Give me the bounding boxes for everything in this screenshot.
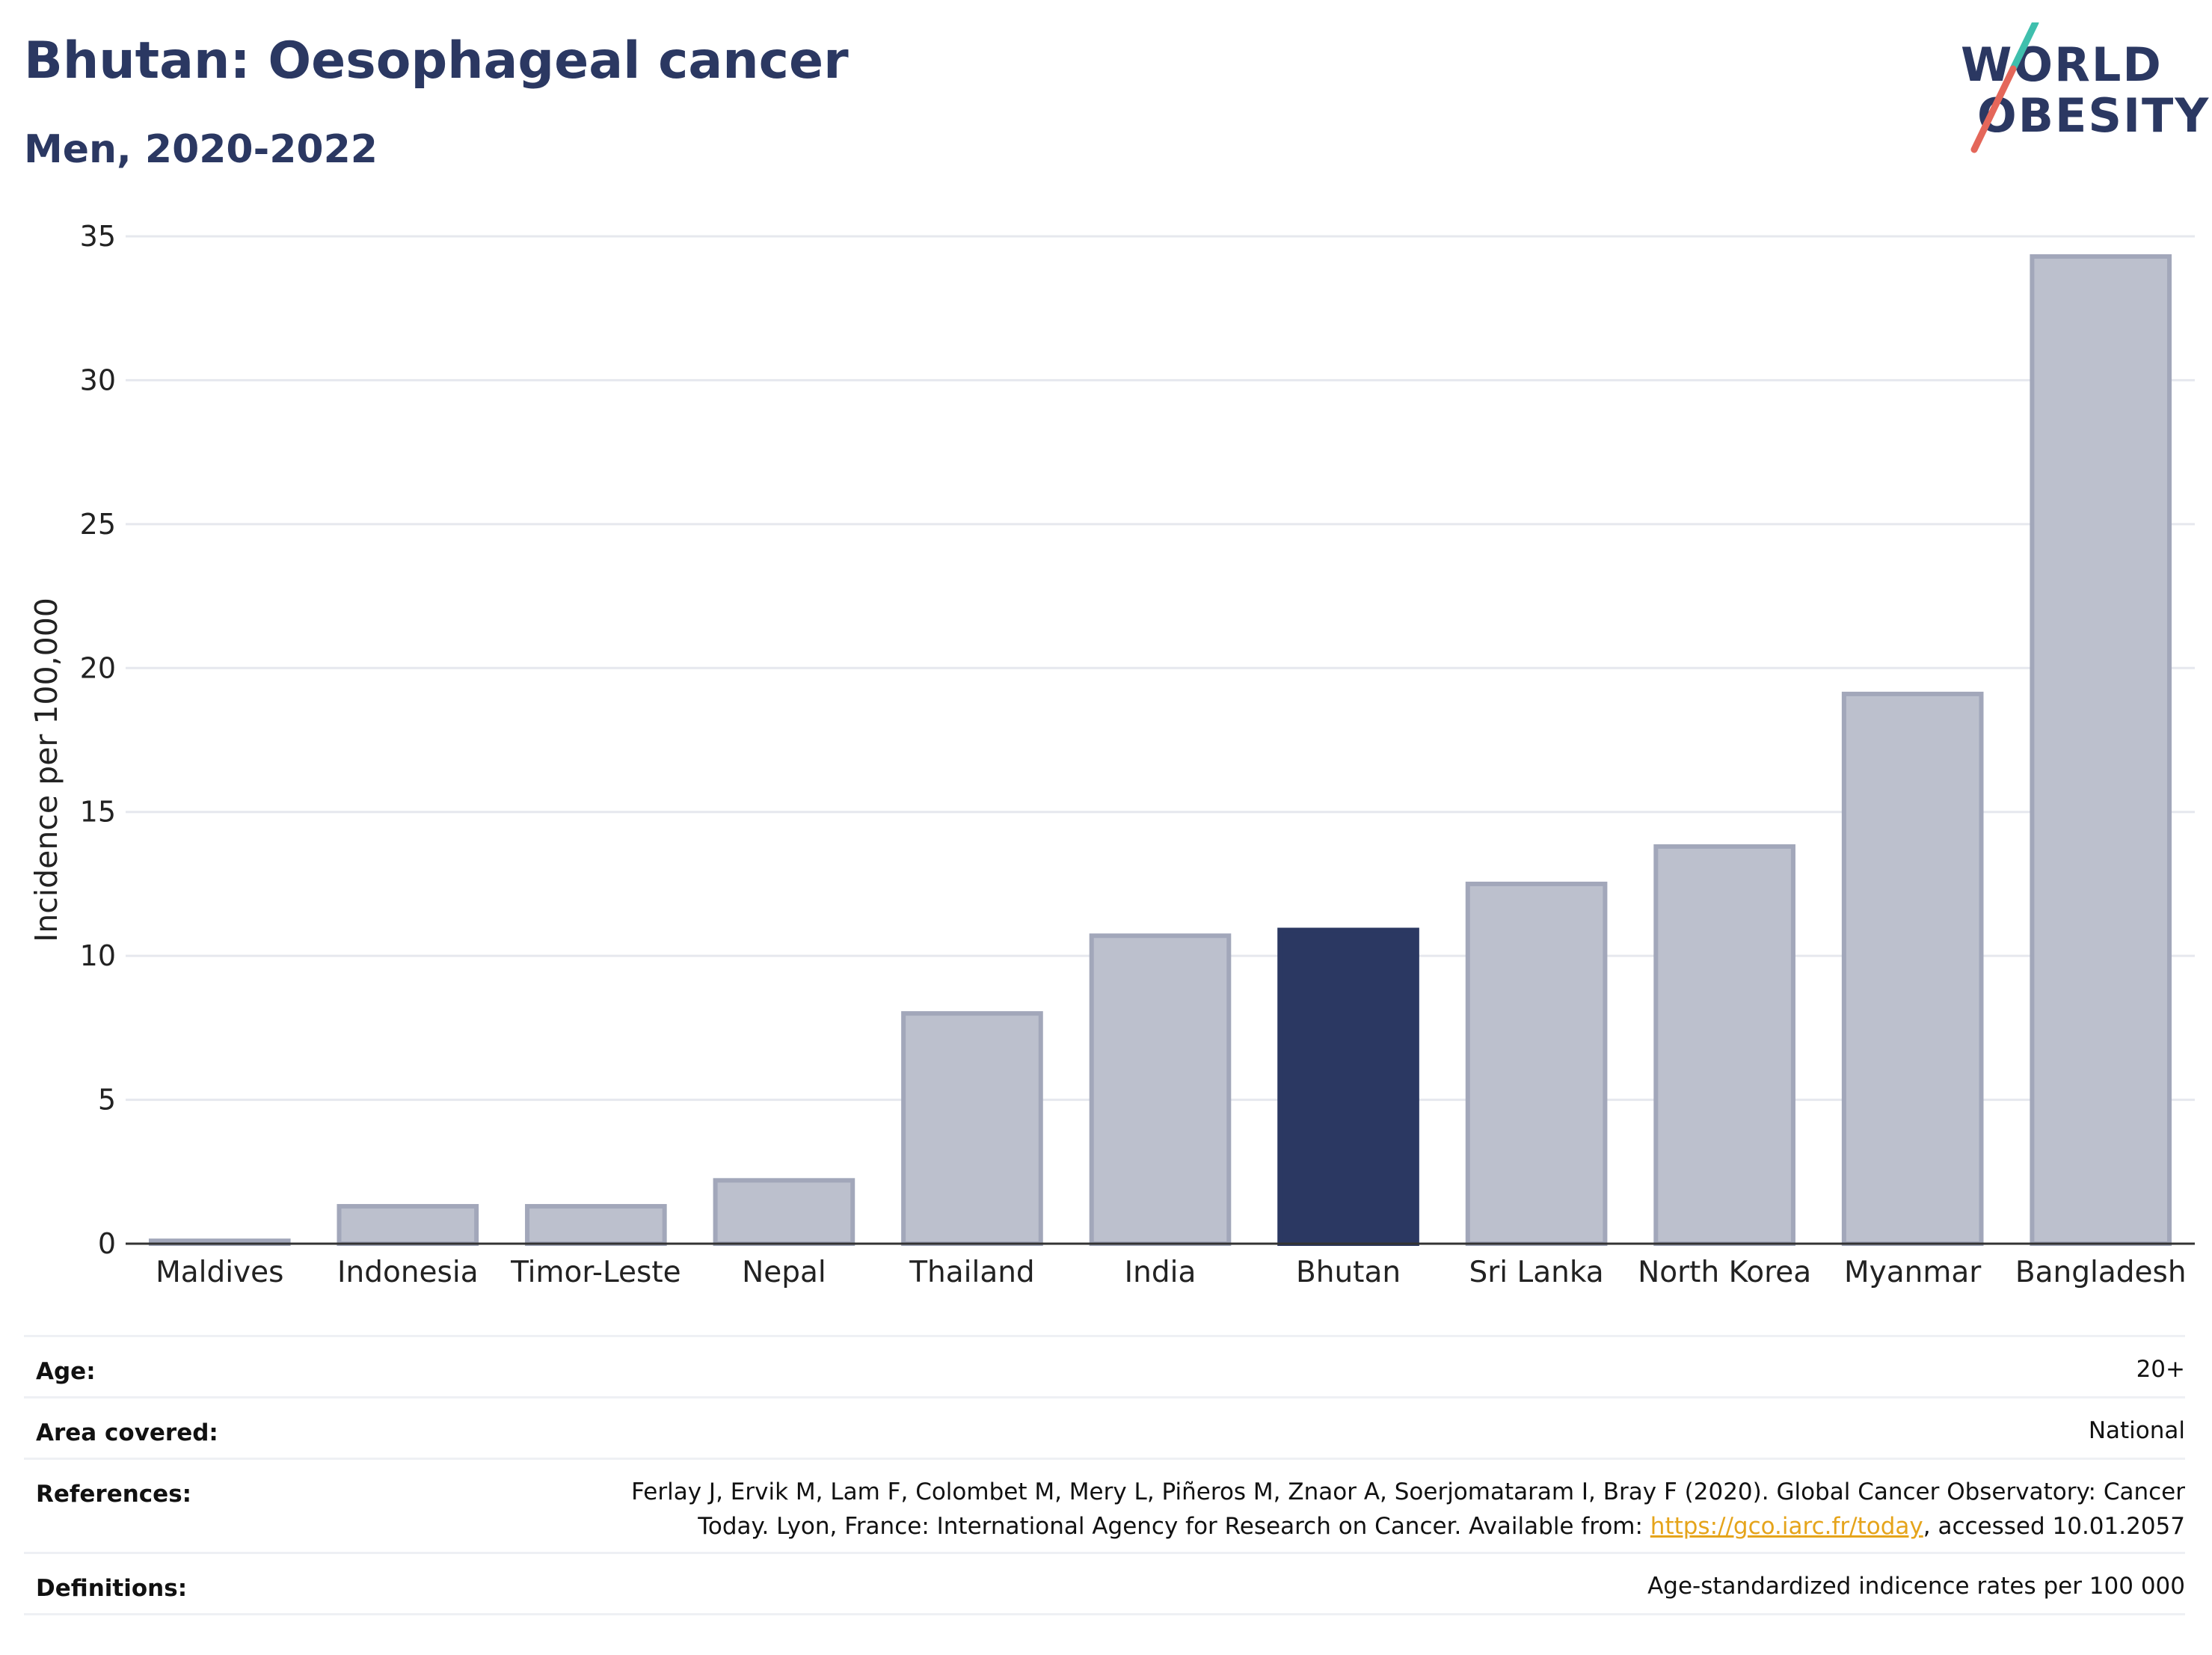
reference-line-1: Ferlay J, Ervik M, Lam F, Colombet M, Me… <box>631 1479 2185 1505</box>
x-tick-label: Bangladesh <box>2015 1256 2187 1289</box>
bar-timor-leste <box>525 1203 667 1247</box>
y-tick-label: 30 <box>80 363 116 396</box>
world-obesity-logo: WORLD OBESITY <box>1944 22 2208 157</box>
meta-row-definitions: Definitions: Age-standardized indicence … <box>24 1552 2185 1615</box>
bars <box>148 254 2172 1247</box>
y-tick-label: 35 <box>80 220 116 253</box>
meta-label-definitions: Definitions: <box>36 1575 188 1602</box>
bar-myanmar <box>1841 691 1984 1246</box>
meta-value-age: 20+ <box>2136 1356 2185 1383</box>
x-tick-label: Nepal <box>742 1256 826 1289</box>
x-tick-labels: Maldives Indonesia Timor-Leste Nepal Thailan… <box>156 1256 2186 1289</box>
meta-row-references: References: Ferlay J, Ervik M, Lam F, Co… <box>24 1458 2185 1554</box>
x-tick-label: Timor-Leste <box>510 1256 681 1289</box>
y-tick-label: 0 <box>98 1227 116 1260</box>
reference-link[interactable]: https://gco.iarc.fr/today <box>1650 1513 1923 1540</box>
bar-bangladesh <box>2030 254 2172 1247</box>
y-tick-label: 25 <box>80 508 116 541</box>
meta-value-references: Ferlay J, Ervik M, Lam F, Colombet M, Me… <box>631 1475 2185 1544</box>
logo-word-obesity: OBESITY <box>1977 88 2211 143</box>
meta-value-area: National <box>2088 1417 2185 1444</box>
meta-value-definitions: Age-standardized indicence rates per 100… <box>1647 1573 2185 1600</box>
bar-north-korea <box>1653 844 1795 1246</box>
y-tick-label: 10 <box>80 939 116 972</box>
reference-line-2: Today. Lyon, France: International Agenc… <box>698 1513 2185 1540</box>
chart-title: Bhutan: Oesophageal cancer <box>24 31 849 90</box>
x-tick-label: India <box>1125 1256 1196 1289</box>
y-tick-label: 15 <box>80 796 116 829</box>
chart-subtitle: Men, 2020-2022 <box>24 127 378 172</box>
x-tick-label: Maldives <box>156 1256 283 1289</box>
y-tick-label: 20 <box>80 651 116 684</box>
bar-nepal <box>713 1178 855 1246</box>
x-tick-label: Indonesia <box>337 1256 479 1289</box>
bar-bhutan <box>1277 927 1419 1247</box>
meta-row-age: Age: 20+ <box>24 1335 2185 1398</box>
y-axis-title: Incidence per 100,000 <box>28 598 64 942</box>
x-tick-label: North Korea <box>1638 1256 1811 1289</box>
logo-word-world: WORLD <box>1961 37 2163 92</box>
y-tick-labels: 0 5 10 15 20 25 30 35 <box>80 220 116 1260</box>
meta-label-age: Age: <box>36 1358 96 1385</box>
x-tick-label: Bhutan <box>1296 1256 1401 1289</box>
x-tick-label: Sri Lanka <box>1469 1256 1604 1289</box>
meta-bottom-divider <box>24 1613 2185 1615</box>
bar-thailand <box>901 1011 1043 1246</box>
bar-sri-lanka <box>1465 881 1608 1247</box>
bar-india <box>1089 933 1232 1247</box>
logo-slash-icon <box>1970 22 2039 153</box>
meta-row-area: Area covered: National <box>24 1396 2185 1460</box>
bar-indonesia <box>337 1203 479 1247</box>
x-tick-label: Thailand <box>909 1256 1034 1289</box>
meta-label-references: References: <box>36 1481 192 1508</box>
bar-chart: 0 5 10 15 20 25 30 35 Maldives Indonesia Timor-Le… <box>28 220 2195 1289</box>
x-tick-label: Myanmar <box>1844 1256 1982 1289</box>
meta-label-area: Area covered: <box>36 1419 218 1446</box>
y-tick-label: 5 <box>98 1084 116 1117</box>
